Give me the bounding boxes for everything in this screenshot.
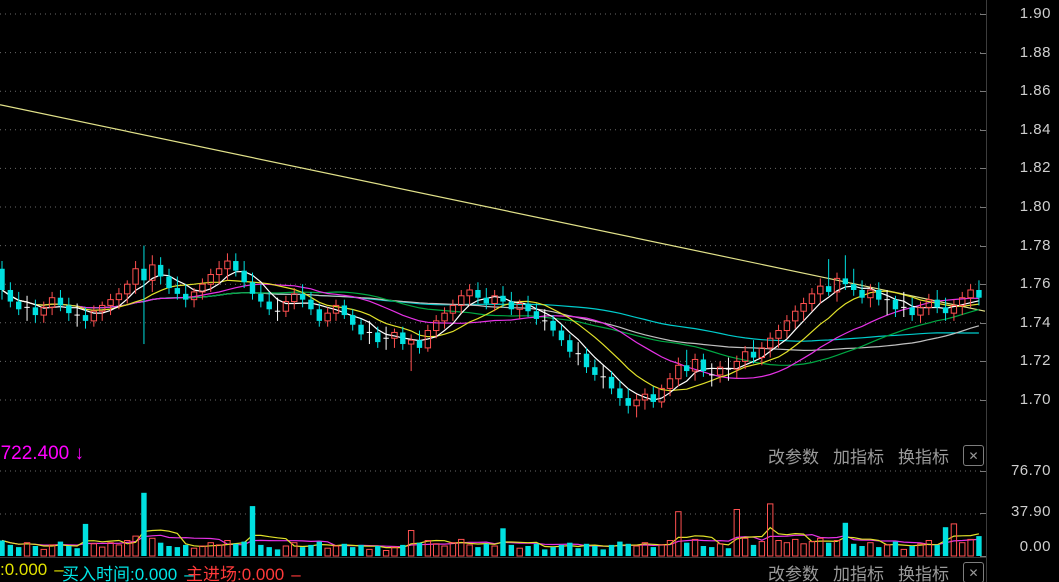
price-axis-label: 1.74: [1019, 313, 1051, 331]
axis-tick-mark: [980, 168, 986, 169]
candlestick-chart[interactable]: [0, 0, 986, 442]
edit-params-button-bottom[interactable]: 改参数: [768, 565, 819, 582]
add-indicator-button[interactable]: 加指标: [833, 448, 884, 467]
yellow-line-style-dash: –: [54, 560, 64, 579]
indicator-value: 5722.400 ↓: [0, 443, 85, 464]
indicator-toolbar: 改参数 加指标 换指标 ✕: [768, 443, 984, 468]
close-pane-button[interactable]: ✕: [963, 445, 984, 466]
bottom-caption-row: 改参数 加指标 换指标 ✕: [0, 560, 986, 582]
indicator-caption-row: 5722.400 ↓ 改参数 加指标 换指标 ✕: [0, 443, 986, 468]
axis-tick-mark: [980, 284, 986, 285]
price-axis-label: 1.78: [1019, 236, 1051, 254]
axis-tick-mark: [980, 207, 986, 208]
axis-tick-mark: [980, 361, 986, 362]
red-line-style-dash: –: [291, 565, 301, 582]
axis-tick-mark: [980, 246, 986, 247]
axis-tick-mark: [980, 513, 986, 514]
volume-axis-label: 76.70: [1010, 462, 1051, 479]
cyan-line-style-dash: –: [184, 565, 194, 582]
indicator-status-bar: :0.000– 买入时间:0.000– 主进场:0.000–: [0, 560, 780, 582]
volume-axis-label: 0.00: [1019, 538, 1051, 555]
axis-tick-mark: [980, 14, 986, 15]
axis-tick-mark: [980, 471, 986, 472]
price-axis-label: 1.82: [1019, 159, 1051, 177]
axis-tick-mark: [980, 130, 986, 131]
price-axis-label: 1.84: [1019, 120, 1051, 138]
status-item-clipped: :0.000–: [0, 560, 64, 579]
price-axis-label: 1.72: [1019, 352, 1051, 370]
add-indicator-button-bottom[interactable]: 加指标: [833, 565, 884, 582]
close-pane-button-bottom[interactable]: ✕: [963, 562, 984, 582]
price-axis-label: 1.90: [1019, 5, 1051, 22]
edit-params-button[interactable]: 改参数: [768, 448, 819, 467]
axis-tick-mark: [980, 91, 986, 92]
bottom-toolbar: 改参数 加指标 换指标 ✕: [768, 560, 984, 582]
switch-indicator-button[interactable]: 换指标: [898, 448, 949, 467]
axis-tick-mark: [980, 323, 986, 324]
axis-tick-mark: [980, 53, 986, 54]
status-item-main-entry: 主进场:0.000–: [186, 565, 301, 582]
volume-axis-label: 37.90: [1010, 503, 1051, 520]
close-icon: ✕: [968, 448, 979, 463]
switch-indicator-button-bottom[interactable]: 换指标: [898, 565, 949, 582]
price-axis-divider-line: [986, 0, 987, 582]
price-axis-label: 1.76: [1019, 275, 1051, 293]
volume-indicator-chart[interactable]: [0, 444, 986, 558]
close-icon: ✕: [968, 565, 979, 580]
status-item-buy-time: 买入时间:0.000–: [62, 565, 194, 582]
price-axis-label: 1.86: [1019, 82, 1051, 100]
pane-separator-line: [0, 557, 986, 558]
price-axis-label: 1.80: [1019, 198, 1051, 215]
axis-tick-mark: [980, 400, 986, 401]
price-axis-label: 1.88: [1019, 43, 1051, 61]
price-axis-label: 1.70: [1019, 391, 1051, 408]
axis-tick-mark: [980, 556, 986, 557]
